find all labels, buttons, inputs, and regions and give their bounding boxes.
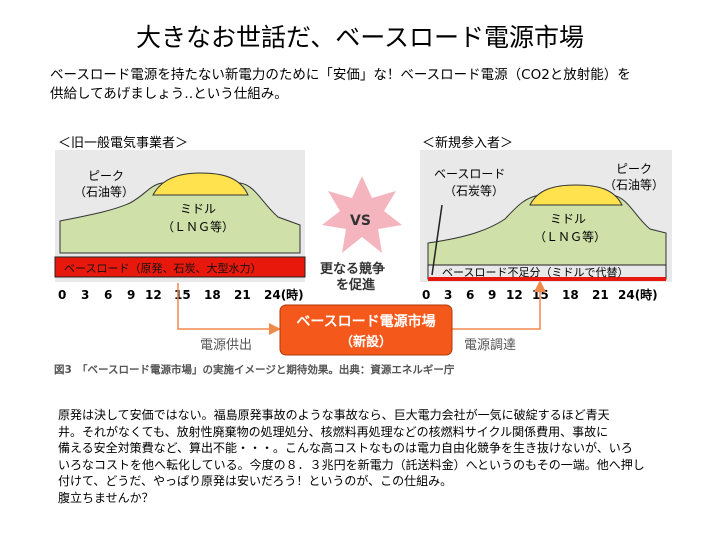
body-line: 付けて、どうだ、やっぱり原発は安いだろう！というのが、この仕組み。 <box>58 474 453 488</box>
left-base-label: ベースロード（原発、石炭、大型水力） <box>64 261 261 275</box>
hour-tick: 9 <box>488 288 496 302</box>
hour-tick: 6 <box>466 288 474 302</box>
procure-label: 電源調達 <box>464 338 516 353</box>
body-line: 備える安全対策費など、算出不能・・・。こんな高コストなものは電力自由化競争を生き… <box>58 441 633 455</box>
left-middle-area <box>59 182 301 254</box>
competition-line2: を促進 <box>336 277 375 293</box>
hour-tick: 18 <box>204 288 221 302</box>
left-peak-area <box>152 172 249 196</box>
body-line: 原発は決して安価ではない。福島原発事故のような事故なら、巨大電力会社が一気に破綻… <box>58 408 610 422</box>
body-line: 腹立ちませんか？ <box>58 490 154 505</box>
right-base-label: ベースロード <box>434 167 505 181</box>
right-base-sub: （石炭等） <box>444 184 504 198</box>
hour-tick: 24(時) <box>264 287 304 302</box>
right-peak-sub: （石油等） <box>604 178 664 192</box>
right-middle-sub: （ＬＮＧ等） <box>534 230 606 244</box>
hour-tick: 12 <box>506 288 523 302</box>
baseload-market-diagram: ＜旧一般電気事業者＞ ピーク （石油等） ミドル （ＬＮＧ等） ベースロード（原… <box>54 135 672 376</box>
right-base-pointer <box>431 204 443 276</box>
hour-tick: 0 <box>58 288 66 302</box>
hour-tick: 24(時) <box>618 287 658 302</box>
hour-tick: 3 <box>81 288 89 302</box>
left-panel-heading: ＜旧一般電気事業者＞ <box>58 135 188 151</box>
right-hour-axis: 0 3 6 9 12 15 18 21 24(時) <box>422 287 658 302</box>
right-panel: ＜新規参入者＞ ベースロード （石炭等） ピーク （石油等） ミドル （ＬＮＧ等… <box>420 135 672 282</box>
right-shortage-label: ベースロード不足分（ミドルで代替） <box>442 265 628 279</box>
hour-tick: 15 <box>174 288 191 302</box>
intro-line: ベースロード電源を持たない新電力のために「安価」な！ベースロード電源（CO2と放… <box>50 67 631 83</box>
figure-caption: 図3 「ベースロード電源市場」の実施イメージと期待効果。出典：資源エネルギー庁 <box>54 363 455 376</box>
hour-tick: 0 <box>422 288 430 302</box>
left-middle-sub: （ＬＮＧ等） <box>162 220 234 234</box>
vs-burst-shape <box>322 176 402 253</box>
hour-tick: 21 <box>234 288 251 302</box>
market-box-title: ベースロード電源市場 <box>296 313 435 330</box>
intro-text: ベースロード電源を持たない新電力のために「安価」な！ベースロード電源（CO2と放… <box>50 66 690 104</box>
left-base-band <box>54 256 306 278</box>
left-panel: ＜旧一般電気事業者＞ ピーク （石油等） ミドル （ＬＮＧ等） ベースロード（原… <box>54 135 306 282</box>
right-middle-label: ミドル <box>550 212 586 226</box>
hour-tick: 3 <box>444 288 452 302</box>
market-box <box>279 304 453 356</box>
left-hour-axis: 0 3 6 9 12 15 18 21 24(時) <box>58 287 304 302</box>
hour-tick: 21 <box>592 288 609 302</box>
right-peak-label: ピーク <box>616 162 652 176</box>
hour-tick: 18 <box>562 288 579 302</box>
right-panel-heading: ＜新規参入者＞ <box>422 135 513 151</box>
right-middle-area <box>427 194 667 266</box>
hour-tick: 6 <box>104 288 112 302</box>
right-base-thin <box>428 277 666 281</box>
hour-tick: 9 <box>127 288 135 302</box>
competition-line1: 更なる競争 <box>320 261 385 277</box>
left-peak-sub: （石油等） <box>74 185 134 199</box>
hour-tick: 12 <box>145 288 162 302</box>
body-line: 井。それがなくても、放射性廃棄物の処理処分、核燃料再処理などの核燃料サイクル関係… <box>58 424 609 439</box>
vs-label: VS <box>350 213 371 229</box>
left-middle-label: ミドル <box>180 202 216 216</box>
procure-arrow <box>452 280 546 330</box>
left-peak-label: ピーク <box>88 169 124 183</box>
body-text: 原発は決して安価ではない。福島原発事故のような事故なら、巨大電力会社が一気に破綻… <box>58 407 678 506</box>
vs-burst: VS <box>322 176 402 253</box>
market-box-sub: （新設） <box>340 334 392 350</box>
supply-label: 電源供出 <box>200 338 252 353</box>
body-line: いろなコストを他へ転化している。今度の８．３兆円を新電力（託送料金）へというのも… <box>58 457 645 472</box>
supply-arrow <box>177 283 281 335</box>
slide-title: 大きなお世話だ、ベースロード電源市場 <box>135 23 584 52</box>
flow: ベースロード電源市場 （新設） 電源供出 電源調達 <box>177 280 546 356</box>
intro-line: 供給してあげましょう‥という仕組み。 <box>50 86 288 102</box>
right-peak-area <box>529 184 623 206</box>
